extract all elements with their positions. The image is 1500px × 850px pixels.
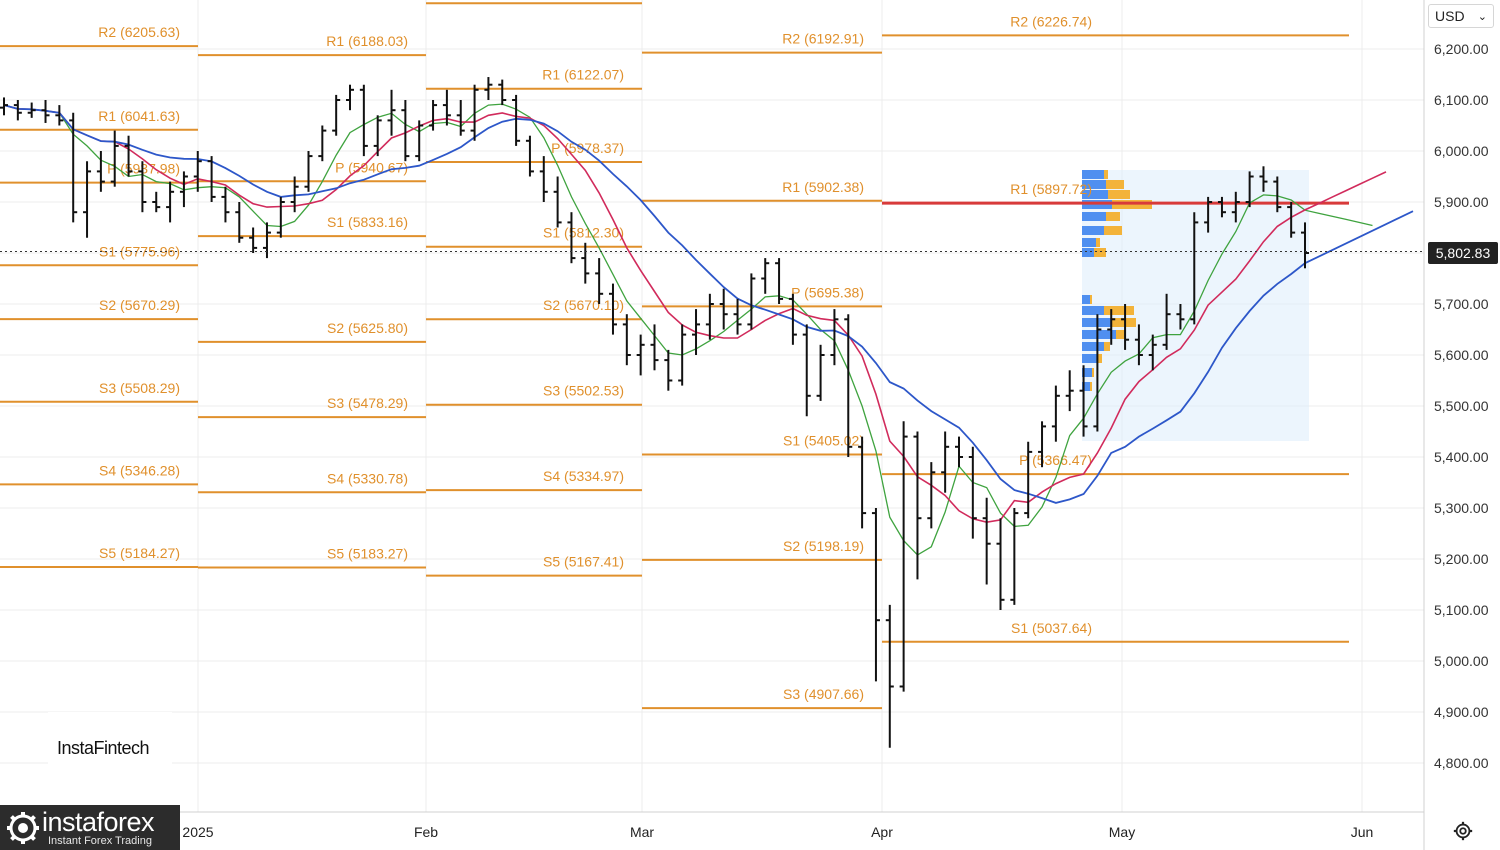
y-tick-label: 4,900.00 bbox=[1434, 704, 1489, 720]
pivot-label: S1 (5833.16) bbox=[327, 214, 408, 230]
pivot-label: R1 (5902.38) bbox=[782, 179, 864, 195]
time-axis[interactable]: 2025 Feb Mar Apr May Jun bbox=[182, 824, 1373, 840]
y-tick-label: 5,300.00 bbox=[1434, 500, 1489, 516]
y-tick-label: 5,500.00 bbox=[1434, 398, 1489, 414]
pivot-label: S3 (4907.66) bbox=[783, 686, 864, 702]
pivot-label: S3 (5502.53) bbox=[543, 383, 624, 399]
pivot-label: S1 (5775.96) bbox=[99, 243, 180, 259]
volume-profile-bar bbox=[1104, 342, 1110, 351]
moving-average-line bbox=[3, 103, 1373, 556]
pivot-label: R1 (6041.63) bbox=[98, 108, 180, 124]
y-tick-label: 6,100.00 bbox=[1434, 92, 1489, 108]
pivot-label: S4 (5330.78) bbox=[327, 470, 408, 486]
y-tick-label: 5,600.00 bbox=[1434, 347, 1489, 363]
y-tick-label: 5,000.00 bbox=[1434, 653, 1489, 669]
volume-profile-bar bbox=[1112, 318, 1136, 327]
pivot-label: R1 (6122.07) bbox=[542, 67, 624, 83]
footer-logo: instaforex Instant Forex Trading bbox=[0, 805, 180, 850]
pivot-label: R2 (6205.63) bbox=[98, 24, 180, 40]
pivot-label: S3 (5478.29) bbox=[327, 395, 408, 411]
pivot-label: S2 (5670.29) bbox=[99, 297, 180, 313]
y-tick-label: 5,200.00 bbox=[1434, 551, 1489, 567]
y-tick-label: 6,200.00 bbox=[1434, 41, 1489, 57]
volume-profile-bar bbox=[1098, 354, 1102, 363]
volume-profile-bar bbox=[1106, 180, 1124, 189]
volume-profile-bar bbox=[1082, 238, 1096, 247]
x-tick-label: 2025 bbox=[182, 824, 213, 840]
chart-logo: InstaFintech bbox=[57, 738, 150, 758]
volume-profile-bar bbox=[1106, 212, 1120, 221]
volume-profile-bar bbox=[1090, 295, 1092, 304]
pivot-levels: R2 (6205.63)R1 (6041.63)P (5937.98)S1 (5… bbox=[0, 2, 1349, 710]
y-tick-label: 5,100.00 bbox=[1434, 602, 1489, 618]
pivot-label: R1 (6188.03) bbox=[326, 33, 408, 49]
volume-profile-bar bbox=[1082, 382, 1090, 391]
volume-profile-bar bbox=[1094, 248, 1106, 257]
x-tick-label: May bbox=[1109, 824, 1135, 840]
footer-logo-tagline: Instant Forex Trading bbox=[48, 835, 152, 847]
volume-profile-bar bbox=[1082, 330, 1116, 339]
volume-profile-bar bbox=[1082, 368, 1092, 377]
volume-profile-bar bbox=[1104, 226, 1122, 235]
pivot-label: S5 (5167.41) bbox=[543, 554, 624, 570]
last-price-badge: 5,802.83 bbox=[1428, 242, 1498, 264]
volume-profile-area bbox=[1082, 170, 1309, 441]
pivot-label: S1 (5037.64) bbox=[1011, 620, 1092, 636]
y-tick-label: 5,400.00 bbox=[1434, 449, 1489, 465]
footer-logo-name: instaforex bbox=[42, 807, 155, 837]
volume-profile-bar bbox=[1082, 295, 1090, 304]
volume-profile-bar bbox=[1104, 170, 1108, 179]
pivot-label: S1 (5405.02) bbox=[783, 432, 864, 448]
chart-logo-box bbox=[48, 712, 172, 774]
y-tick-label: 5,700.00 bbox=[1434, 296, 1489, 312]
volume-profile-bar bbox=[1082, 226, 1104, 235]
pivot-label: S4 (5334.97) bbox=[543, 468, 624, 484]
pivot-label: S5 (5184.27) bbox=[99, 545, 180, 561]
volume-profile-bar bbox=[1116, 330, 1126, 339]
pivot-label: S3 (5508.29) bbox=[99, 380, 180, 396]
volume-profile-bar bbox=[1092, 368, 1094, 377]
currency-dropdown[interactable]: USD ⌄ bbox=[1428, 4, 1494, 28]
pivot-label: R2 (6192.91) bbox=[782, 31, 864, 47]
pivot-label: S2 (5198.19) bbox=[783, 538, 864, 554]
pivot-label: P (5940.67) bbox=[335, 159, 408, 175]
volume-profile-bar bbox=[1082, 248, 1094, 257]
pivot-label: S2 (5625.80) bbox=[327, 320, 408, 336]
pivot-label: S5 (5183.27) bbox=[327, 546, 408, 562]
volume-profile-bar bbox=[1082, 342, 1104, 351]
x-tick-label: Mar bbox=[630, 824, 654, 840]
pivot-label: R2 (6226.74) bbox=[1010, 13, 1092, 29]
currency-label: USD bbox=[1435, 8, 1465, 24]
volume-profile-bar bbox=[1108, 190, 1130, 199]
volume-profile-bar bbox=[1082, 180, 1106, 189]
ohlc-bars bbox=[0, 77, 1309, 748]
volume-profile-bar bbox=[1082, 354, 1098, 363]
pivot-label: S4 (5346.28) bbox=[99, 462, 180, 478]
volume-profile-bar bbox=[1082, 170, 1104, 179]
chevron-down-icon: ⌄ bbox=[1477, 10, 1487, 23]
volume-profile bbox=[1082, 170, 1309, 441]
volume-profile-bar bbox=[1082, 190, 1108, 199]
volume-profile-bar bbox=[1082, 212, 1106, 221]
y-tick-label: 6,000.00 bbox=[1434, 143, 1489, 159]
pivot-label: S1 (5812.30) bbox=[543, 225, 624, 241]
pivot-label: S2 (5670.10) bbox=[543, 297, 624, 313]
y-tick-label: 4,800.00 bbox=[1434, 755, 1489, 771]
volume-profile-bar bbox=[1082, 306, 1104, 315]
pivot-label: R1 (5897.72) bbox=[1010, 181, 1092, 197]
volume-profile-bar bbox=[1104, 306, 1134, 315]
pivot-label: P (5366.47) bbox=[1019, 452, 1092, 468]
x-tick-label: Jun bbox=[1351, 824, 1374, 840]
volume-profile-bar bbox=[1096, 238, 1100, 247]
x-tick-label: Apr bbox=[871, 824, 893, 840]
volume-profile-bar bbox=[1090, 382, 1092, 391]
instaforex-logo-icon bbox=[7, 812, 39, 844]
x-tick-label: Feb bbox=[414, 824, 438, 840]
moving-average-line bbox=[3, 104, 1414, 504]
gear-icon[interactable] bbox=[1452, 820, 1474, 842]
y-tick-label: 5,900.00 bbox=[1434, 194, 1489, 210]
pivot-label: P (5695.38) bbox=[791, 284, 864, 300]
